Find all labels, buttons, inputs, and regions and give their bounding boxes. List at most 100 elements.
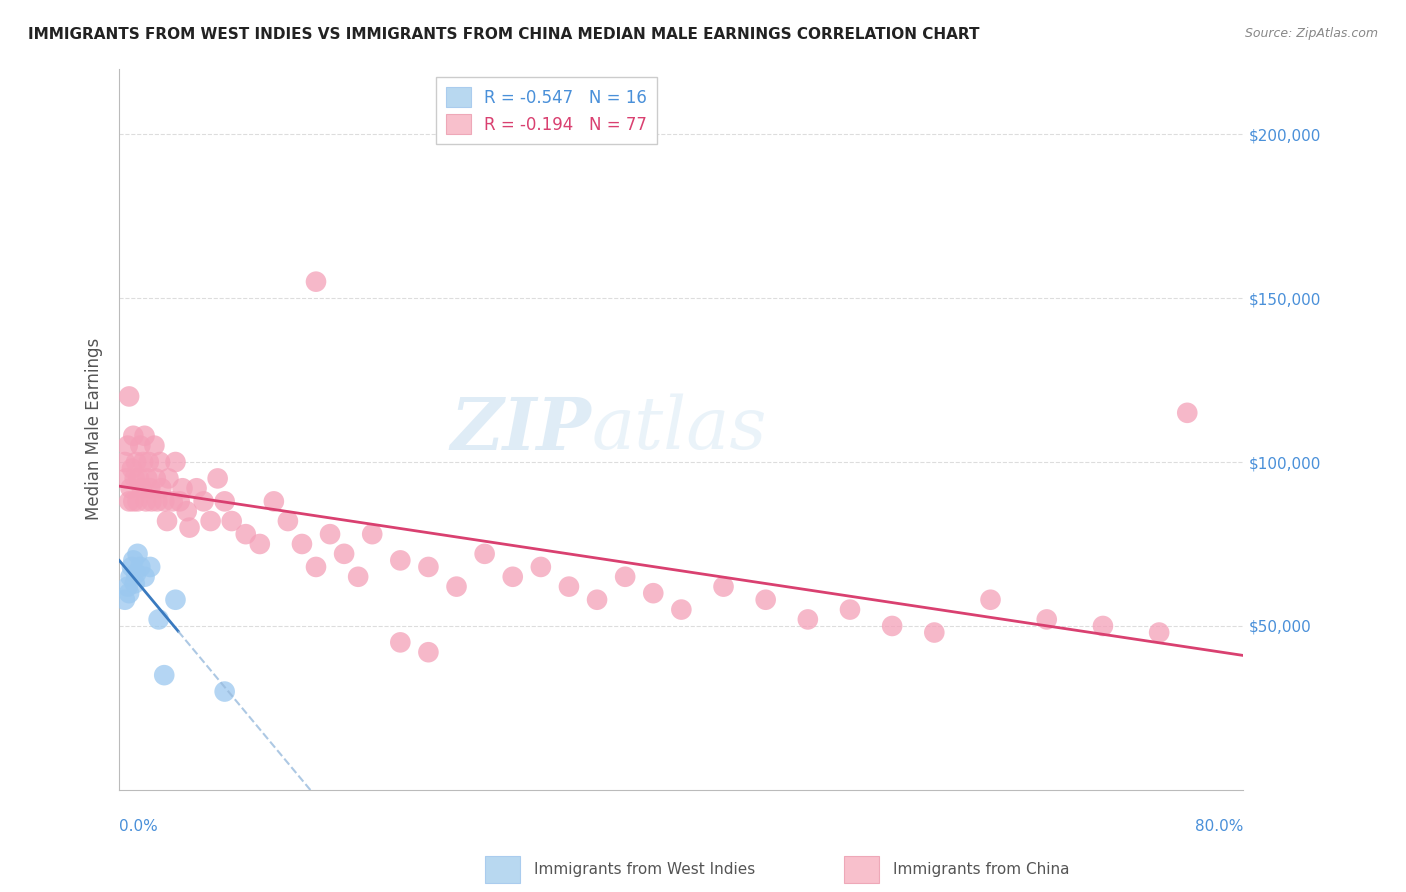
Point [333,547,356,561]
Point [127,494,149,508]
Point [114,455,136,469]
Point [1175,406,1198,420]
Text: 80.0%: 80.0% [1195,819,1243,834]
Point [143,439,166,453]
Point [418,645,440,659]
Point [643,586,665,600]
Point [118,586,141,600]
Point [139,560,162,574]
Point [169,494,191,508]
Point [114,592,136,607]
Point [755,592,778,607]
Point [474,547,496,561]
Point [214,494,236,508]
Point [207,471,229,485]
Point [145,471,167,485]
Point [117,439,139,453]
Point [249,537,271,551]
Point [235,527,257,541]
Point [193,494,215,508]
Point [120,481,142,495]
Point [305,275,328,289]
Point [117,580,139,594]
Point [129,560,152,574]
Point [131,481,153,495]
Text: Immigrants from West Indies: Immigrants from West Indies [534,863,755,877]
Point [135,494,157,508]
Point [118,494,141,508]
Point [319,527,342,541]
Point [530,560,553,574]
Point [125,455,148,469]
Point [122,494,145,508]
Point [291,537,314,551]
Point [1035,612,1057,626]
Point [148,612,170,626]
Point [146,494,169,508]
Point [162,494,184,508]
Point [361,527,384,541]
Point [156,514,179,528]
Point [122,429,145,443]
Text: Source: ZipAtlas.com: Source: ZipAtlas.com [1244,27,1378,40]
Text: atlas: atlas [592,394,766,465]
Y-axis label: Median Male Earnings: Median Male Earnings [86,338,103,520]
Point [839,602,862,616]
Point [172,481,194,495]
Point [128,471,150,485]
Text: Immigrants from China: Immigrants from China [893,863,1070,877]
Point [882,619,904,633]
Point [138,455,160,469]
Point [614,570,637,584]
Text: ZIP: ZIP [450,393,592,465]
Point [124,471,146,485]
Point [979,592,1001,607]
Point [118,389,141,403]
Point [115,471,138,485]
Point [122,553,145,567]
Point [153,668,176,682]
Point [176,504,198,518]
Point [305,560,328,574]
Point [389,635,412,649]
Point [139,481,162,495]
Point [446,580,468,594]
Point [558,580,581,594]
Point [263,494,285,508]
Point [586,592,609,607]
Point [671,602,693,616]
Point [179,520,201,534]
Point [153,494,176,508]
Point [502,570,524,584]
Point [127,547,149,561]
Point [924,625,946,640]
Point [347,570,370,584]
Point [124,576,146,591]
Point [186,481,208,495]
Point [277,514,299,528]
Point [134,429,156,443]
Point [121,461,143,475]
Point [120,570,142,584]
Point [134,570,156,584]
Point [157,471,180,485]
Point [713,580,735,594]
Point [165,455,187,469]
Point [200,514,222,528]
Point [125,566,148,581]
Point [121,560,143,574]
Point [418,560,440,574]
Point [214,684,236,698]
Text: 0.0%: 0.0% [120,819,157,834]
Legend: R = -0.547   N = 16, R = -0.194   N = 77: R = -0.547 N = 16, R = -0.194 N = 77 [436,77,657,145]
Point [149,455,172,469]
Point [165,592,187,607]
Text: IMMIGRANTS FROM WEST INDIES VS IMMIGRANTS FROM CHINA MEDIAN MALE EARNINGS CORREL: IMMIGRANTS FROM WEST INDIES VS IMMIGRANT… [28,27,980,42]
Point [797,612,820,626]
Point [136,471,159,485]
Point [1091,619,1114,633]
Point [129,439,152,453]
Point [150,481,173,495]
Point [1147,625,1170,640]
Point [132,455,155,469]
